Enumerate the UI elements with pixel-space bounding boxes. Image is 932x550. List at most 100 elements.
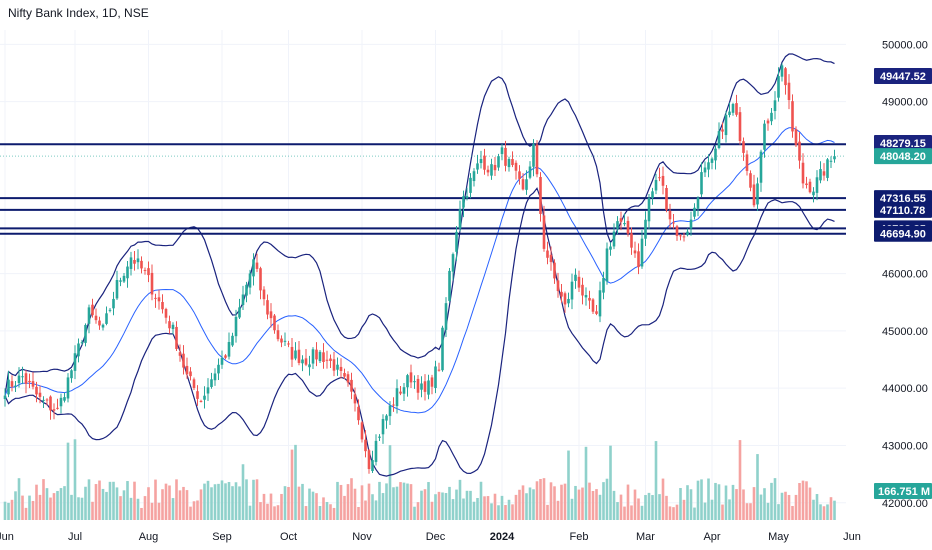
candle-body bbox=[392, 404, 395, 406]
candle-body bbox=[682, 236, 686, 238]
y-tick-label: 49000.00 bbox=[882, 97, 928, 109]
candle-body bbox=[637, 251, 640, 268]
candle-body bbox=[721, 129, 724, 132]
candle-body bbox=[42, 399, 45, 401]
candle bbox=[640, 229, 644, 269]
volume-bar bbox=[777, 504, 780, 520]
volume-bar bbox=[196, 500, 199, 520]
candle-body bbox=[119, 280, 122, 282]
candle bbox=[17, 367, 21, 388]
volume-bar bbox=[238, 486, 241, 520]
volume-bar bbox=[479, 481, 483, 520]
volume-bar bbox=[371, 494, 374, 520]
volume-bar bbox=[584, 446, 588, 520]
candle-body bbox=[798, 141, 801, 161]
candle bbox=[700, 162, 703, 198]
candle-body bbox=[17, 375, 21, 384]
volume-bar bbox=[73, 439, 77, 520]
candle-body bbox=[325, 359, 329, 361]
volume-bar bbox=[658, 494, 661, 520]
volume-bar bbox=[434, 494, 437, 520]
candle bbox=[28, 373, 31, 389]
candle bbox=[511, 151, 514, 168]
candle bbox=[619, 211, 623, 231]
volume-bar bbox=[357, 507, 360, 520]
volume-bar bbox=[126, 481, 129, 520]
horizontal-levels[interactable] bbox=[0, 143, 846, 235]
candle-body bbox=[395, 388, 399, 407]
candle bbox=[38, 385, 42, 404]
candle bbox=[710, 157, 714, 170]
candle bbox=[367, 448, 371, 474]
volume-bar bbox=[717, 484, 721, 520]
volume-bar bbox=[206, 480, 210, 520]
volume-bar bbox=[787, 494, 791, 520]
candle bbox=[539, 172, 542, 222]
candle-body bbox=[609, 246, 612, 250]
candle-body bbox=[297, 349, 301, 363]
candle-body bbox=[353, 394, 357, 404]
volume-bar bbox=[745, 503, 749, 520]
time-axis[interactable]: Jun Jul Aug Sep Oct Nov Dec 2024 Feb Mar Apr May Jun bbox=[0, 531, 861, 543]
candle-body bbox=[773, 100, 777, 111]
candle bbox=[441, 325, 444, 372]
candle bbox=[500, 143, 504, 161]
candle bbox=[416, 375, 420, 400]
volume-bar bbox=[234, 482, 238, 520]
volume-bar bbox=[63, 486, 66, 520]
candle bbox=[493, 156, 497, 176]
volume-bar bbox=[290, 449, 294, 520]
volume-bar bbox=[77, 497, 80, 520]
volume-bar bbox=[360, 485, 364, 520]
volume-bar bbox=[199, 489, 203, 520]
volume-bar bbox=[819, 504, 822, 520]
candle bbox=[220, 350, 224, 369]
candle bbox=[654, 173, 658, 195]
candle bbox=[129, 251, 133, 276]
candle-body bbox=[717, 131, 721, 148]
volume-bar bbox=[7, 502, 10, 520]
volume-bar bbox=[273, 506, 276, 520]
volume-bar bbox=[87, 479, 91, 520]
volume-bar bbox=[367, 483, 371, 520]
volume-bar bbox=[602, 482, 605, 520]
y-tick-label: 50000.00 bbox=[882, 39, 928, 51]
candle-body bbox=[549, 254, 553, 263]
volume-bar bbox=[133, 481, 136, 520]
candle bbox=[686, 228, 689, 237]
candle-body bbox=[336, 364, 339, 370]
volume-bar bbox=[570, 498, 574, 520]
candle-body bbox=[203, 395, 206, 400]
candle bbox=[595, 305, 598, 316]
candle bbox=[623, 213, 626, 227]
volume-bar bbox=[815, 494, 819, 520]
volume-bar bbox=[500, 495, 504, 520]
candle-body bbox=[563, 293, 567, 305]
volume-bar bbox=[143, 496, 147, 520]
candle-body bbox=[525, 179, 528, 190]
candle-body bbox=[315, 349, 318, 360]
candle bbox=[696, 196, 700, 217]
candle bbox=[45, 398, 49, 406]
candle bbox=[318, 349, 322, 364]
volume-tag-label: 166.751 M bbox=[878, 486, 930, 498]
candle bbox=[668, 203, 672, 229]
candle bbox=[444, 297, 448, 338]
candle bbox=[707, 154, 710, 178]
candle-body bbox=[738, 112, 742, 142]
volume-bar bbox=[269, 493, 273, 520]
candle bbox=[402, 383, 406, 402]
candle bbox=[283, 332, 287, 346]
candle-body bbox=[546, 250, 549, 258]
last-price-tag-box bbox=[874, 148, 932, 165]
candle-body bbox=[231, 335, 234, 346]
band-tag-box bbox=[874, 134, 932, 151]
candle-body bbox=[3, 395, 7, 400]
candle bbox=[626, 216, 630, 237]
candle bbox=[350, 372, 353, 400]
candle-body bbox=[640, 238, 644, 267]
price-axis[interactable]: 42000.00 43000.00 44000.00 45000.00 46000.00… bbox=[846, 0, 932, 550]
candle-body bbox=[154, 297, 157, 299]
band-tag-label: 48279.15 bbox=[880, 138, 926, 150]
